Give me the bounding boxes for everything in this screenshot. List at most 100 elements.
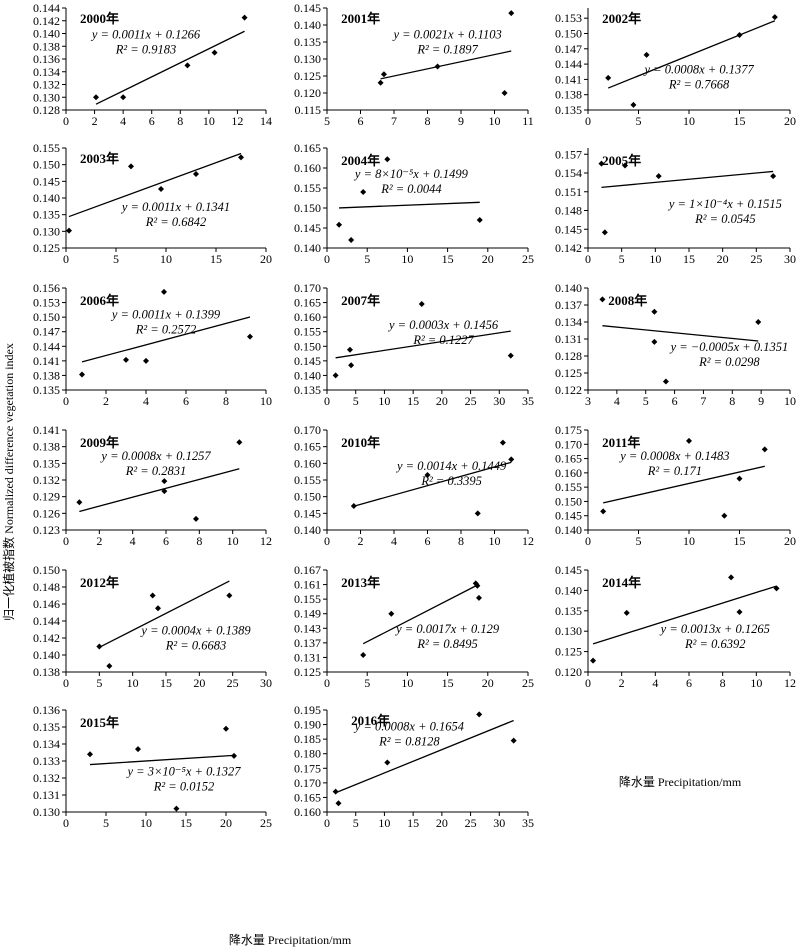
panel-title: 2009年 xyxy=(80,435,119,450)
x-tick-label: 8 xyxy=(223,394,229,408)
y-tick-label: 0.141 xyxy=(33,354,60,368)
panel-title: 2014年 xyxy=(602,575,641,590)
panel-11: 0 2 4 6 8 10 12 0.140 0.145 0.150 0.155 0.160 0.165 0… xyxy=(294,423,534,548)
r-squared-label: R² = 0.6392 xyxy=(684,637,745,651)
data-point xyxy=(686,437,692,444)
x-tick-label: 4 xyxy=(130,534,136,548)
data-point xyxy=(501,90,508,96)
x-tick-label: 5 xyxy=(636,114,642,128)
x-tick-label: 10 xyxy=(127,676,139,690)
data-point xyxy=(135,746,141,753)
regression-line xyxy=(339,201,480,209)
data-point xyxy=(336,221,343,228)
x-tick-label: 30 xyxy=(260,676,272,690)
y-tick-label: 0.135 xyxy=(33,208,60,222)
x-tick-label: 20 xyxy=(482,676,494,690)
data-point xyxy=(76,499,83,506)
y-tick-label: 0.165 xyxy=(294,296,321,310)
y-tick-label: 0.120 xyxy=(555,665,582,679)
panel-1: 0 2 4 6 8 10 12 14 0.1280.1300.1320.1340.1360.13… xyxy=(33,1,272,128)
data-point xyxy=(770,173,777,180)
regression-line xyxy=(602,325,759,342)
x-tick-label: 2 xyxy=(92,114,98,128)
panel-title: 2013年 xyxy=(341,575,380,590)
y-tick-label: 0.154 xyxy=(555,166,582,180)
x-tick-label: 5 xyxy=(113,252,119,266)
x-tick-label: 11 xyxy=(522,114,534,128)
regression-line xyxy=(380,50,512,80)
y-tick-label: 0.180 xyxy=(294,747,321,761)
y-tick-label: 0.165 xyxy=(555,452,582,466)
panel-title: 2008年 xyxy=(608,293,647,308)
y-tick-label: 0.160 xyxy=(294,310,321,324)
y-tick-label: 0.155 xyxy=(294,592,321,606)
panel-title: 2004年 xyxy=(341,153,380,168)
x-tick-label: 35 xyxy=(522,816,534,830)
regression-line xyxy=(79,468,240,513)
x-tick-label: 20 xyxy=(717,252,729,266)
x-tick-label: 15 xyxy=(407,816,419,830)
y-tick-label: 0.131 xyxy=(294,650,321,664)
data-point xyxy=(388,610,395,617)
y-tick-label: 0.140 xyxy=(555,281,582,295)
regression-line xyxy=(335,719,514,794)
y-tick-label: 0.141 xyxy=(555,72,582,86)
x-tick-label: 10 xyxy=(489,114,501,128)
regression-line xyxy=(99,580,230,648)
data-point xyxy=(223,725,229,732)
data-point xyxy=(93,94,99,101)
x-tick-label: 0 xyxy=(63,676,69,690)
y-tick-label: 0.125 xyxy=(555,645,582,659)
x-tick-label: 4 xyxy=(652,676,658,690)
data-point xyxy=(161,478,168,485)
y-tick-label: 0.135 xyxy=(294,35,321,49)
y-tick-label: 0.145 xyxy=(33,174,60,188)
x-tick-label: 25 xyxy=(465,816,477,830)
y-tick-label: 0.130 xyxy=(33,90,60,104)
regression-line xyxy=(592,585,777,645)
x-tick-label: 5 xyxy=(636,534,642,548)
data-point xyxy=(384,156,391,163)
data-point xyxy=(106,663,113,670)
data-point xyxy=(474,510,481,517)
y-tick-label: 0.130 xyxy=(294,52,321,66)
x-tick-label: 10 xyxy=(683,114,695,128)
x-tick-label: 6 xyxy=(149,114,155,128)
y-tick-label: 0.151 xyxy=(555,185,582,199)
r-squared-label: R² = 0.1227 xyxy=(412,333,474,347)
y-tick-label: 0.131 xyxy=(33,788,60,802)
data-point xyxy=(241,14,248,21)
x-tick-label: 0 xyxy=(63,394,69,408)
x-tick-label: 0 xyxy=(585,114,591,128)
y-tick-label: 0.144 xyxy=(555,57,582,71)
data-point xyxy=(508,10,515,17)
y-tick-label: 0.135 xyxy=(555,604,582,618)
x-tick-label: 20 xyxy=(436,394,448,408)
r-squared-label: R² = 0.8495 xyxy=(416,637,477,651)
y-tick-label: 0.135 xyxy=(33,383,60,397)
r-squared-label: R² = 0.171 xyxy=(647,464,702,478)
data-point xyxy=(247,333,253,340)
data-point xyxy=(761,446,768,453)
regression-line xyxy=(68,152,242,218)
panel-9: 3 4 5 6 7 8 9 10 0.122 0.125 0.128 0.131 0.134 0.137 0… xyxy=(555,281,796,408)
y-tick-label: 0.138 xyxy=(33,665,60,679)
regression-equation: y = 0.0004x + 0.1389 xyxy=(139,623,251,637)
x-tick-label: 7 xyxy=(700,394,706,408)
y-tick-label: 0.175 xyxy=(294,761,321,775)
x-tick-label: 12 xyxy=(231,114,243,128)
x-tick-label: 10 xyxy=(489,534,501,548)
x-tick-label: 20 xyxy=(482,252,494,266)
y-tick-label: 0.130 xyxy=(33,805,60,819)
panel-14: 0 5 10 15 20 25 0.1250.1310.1370.1430.1490.155… xyxy=(294,563,534,690)
x-tick-label: 25 xyxy=(465,394,477,408)
data-point xyxy=(475,594,482,601)
x-tick-label: 12 xyxy=(260,534,272,548)
regression-equation: y = 0.0011x + 0.1341 xyxy=(120,200,230,214)
figure-x-axis-label-bottom: 降水量 Precipitation/mm xyxy=(229,933,352,947)
x-tick-label: 10 xyxy=(401,676,413,690)
data-point xyxy=(348,362,355,369)
r-squared-label: R² = 0.3395 xyxy=(420,474,481,488)
y-tick-label: 0.136 xyxy=(33,52,60,66)
